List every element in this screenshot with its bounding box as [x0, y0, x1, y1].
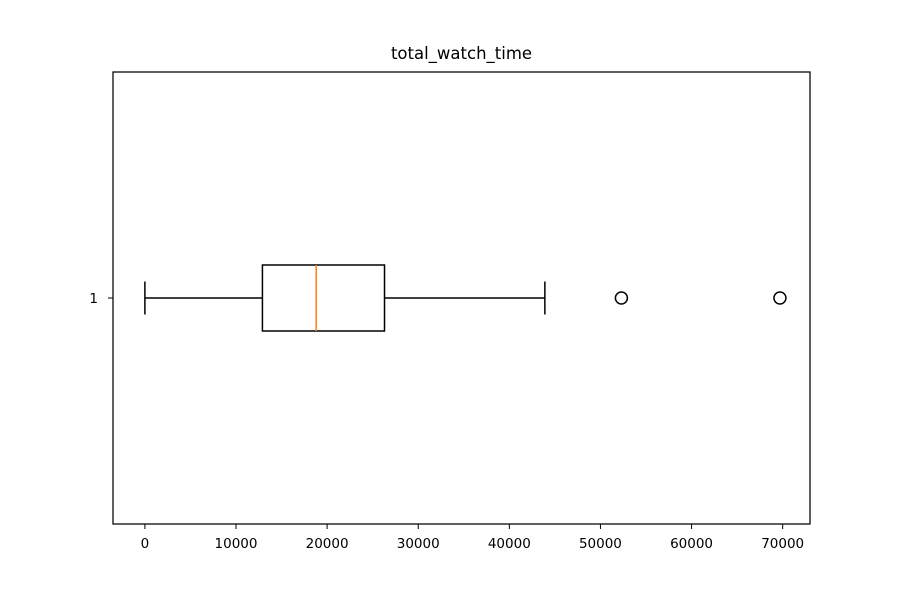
y-tick-label: 1 [89, 291, 98, 307]
x-tick-label: 20000 [306, 536, 349, 552]
x-tick-label: 10000 [215, 536, 258, 552]
x-tick-label: 60000 [670, 536, 713, 552]
x-tick-label: 30000 [397, 536, 440, 552]
outlier-point [614, 291, 629, 305]
outlier-point [773, 291, 787, 305]
x-tick-label: 40000 [488, 536, 531, 552]
x-tick-label: 70000 [761, 536, 804, 552]
chart-title: total_watch_time [391, 44, 532, 64]
iqr-box [261, 264, 386, 332]
plot-frame [112, 71, 811, 525]
x-tick-label: 0 [141, 536, 150, 552]
x-tick-label: 50000 [579, 536, 622, 552]
